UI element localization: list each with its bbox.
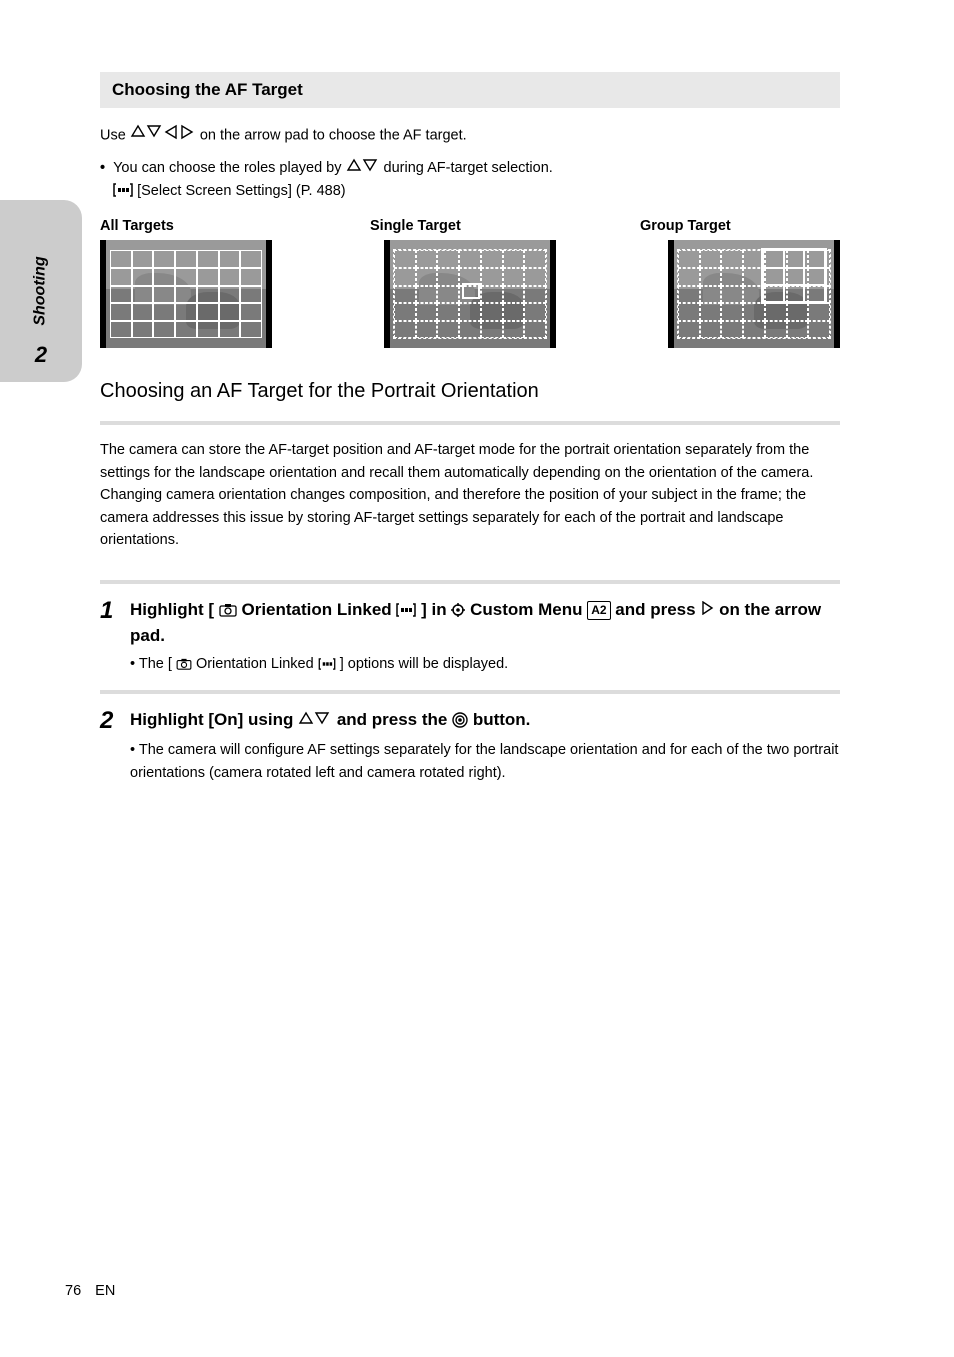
target-bracket-icon-2: [396, 600, 416, 625]
section-heading-1: Choosing the AF Target: [100, 72, 840, 108]
group-target-marker: [763, 250, 825, 302]
section2-body: The camera can store the AF-target posit…: [100, 439, 840, 551]
caption-all: All Targets: [100, 218, 300, 234]
step-2-num: 2: [100, 708, 130, 734]
up-down-icon-2: [298, 708, 332, 733]
single-target-marker: [462, 283, 480, 299]
ok-button-icon: [452, 711, 468, 736]
step-2-body: Highlight [On] using and press the butto…: [130, 708, 840, 785]
step-1-sub: • The [ Orientation Linked ] options wil…: [130, 653, 840, 677]
figure-all-targets: [100, 240, 272, 348]
divider-3: [100, 690, 840, 694]
bullet-dot: •: [100, 157, 105, 179]
gear-icon: [451, 600, 465, 625]
target-bracket-icon-3: [318, 655, 336, 677]
step-1: 1 Highlight [ Orientation Linked ] in Cu…: [100, 598, 840, 678]
divider: [100, 421, 840, 425]
side-tab-label: Shooting: [32, 256, 50, 325]
step-1-num: 1: [100, 598, 130, 624]
images-row: [100, 240, 840, 348]
menu-a2-badge: A2: [587, 601, 610, 620]
section-heading-2: Choosing an AF Target for the Portrait O…: [100, 378, 840, 405]
figure-single-target: [384, 240, 556, 348]
step-1-body: Highlight [ Orientation Linked ] in Cust…: [130, 598, 840, 678]
page-language: EN: [95, 1283, 115, 1299]
bullet-text: You can choose the roles played by durin…: [113, 157, 553, 204]
side-tab: Shooting 2: [0, 200, 82, 382]
camera-icon: [219, 600, 237, 625]
grid-all-icon: [110, 250, 262, 338]
caption-single: Single Target: [370, 218, 570, 234]
bullet-roles: • You can choose the roles played by dur…: [100, 157, 840, 204]
caption-row: All Targets Single Target Group Target: [100, 218, 840, 234]
step-2: 2 Highlight [On] using and press the but…: [100, 708, 840, 785]
target-bracket-icon: [113, 182, 133, 204]
page-footer: 76 EN: [65, 1283, 115, 1299]
intro-1: Use: [100, 128, 130, 144]
camera-icon-2: [176, 655, 192, 677]
intro-text: Use on the arrow pad to choose the AF ta…: [100, 124, 840, 147]
figure-group-target: [668, 240, 840, 348]
right-arrow-icon: [700, 598, 714, 623]
page-number: 76: [65, 1283, 81, 1299]
caption-group: Group Target: [640, 218, 840, 234]
intro-2: on the arrow pad to choose the AF target…: [200, 128, 467, 144]
divider-2: [100, 580, 840, 584]
up-down-icon: [346, 157, 380, 179]
arrow-pad-icon: [130, 124, 196, 147]
step-2-sub: • The camera will configure AF settings …: [130, 739, 840, 784]
side-tab-number: 2: [35, 342, 47, 368]
